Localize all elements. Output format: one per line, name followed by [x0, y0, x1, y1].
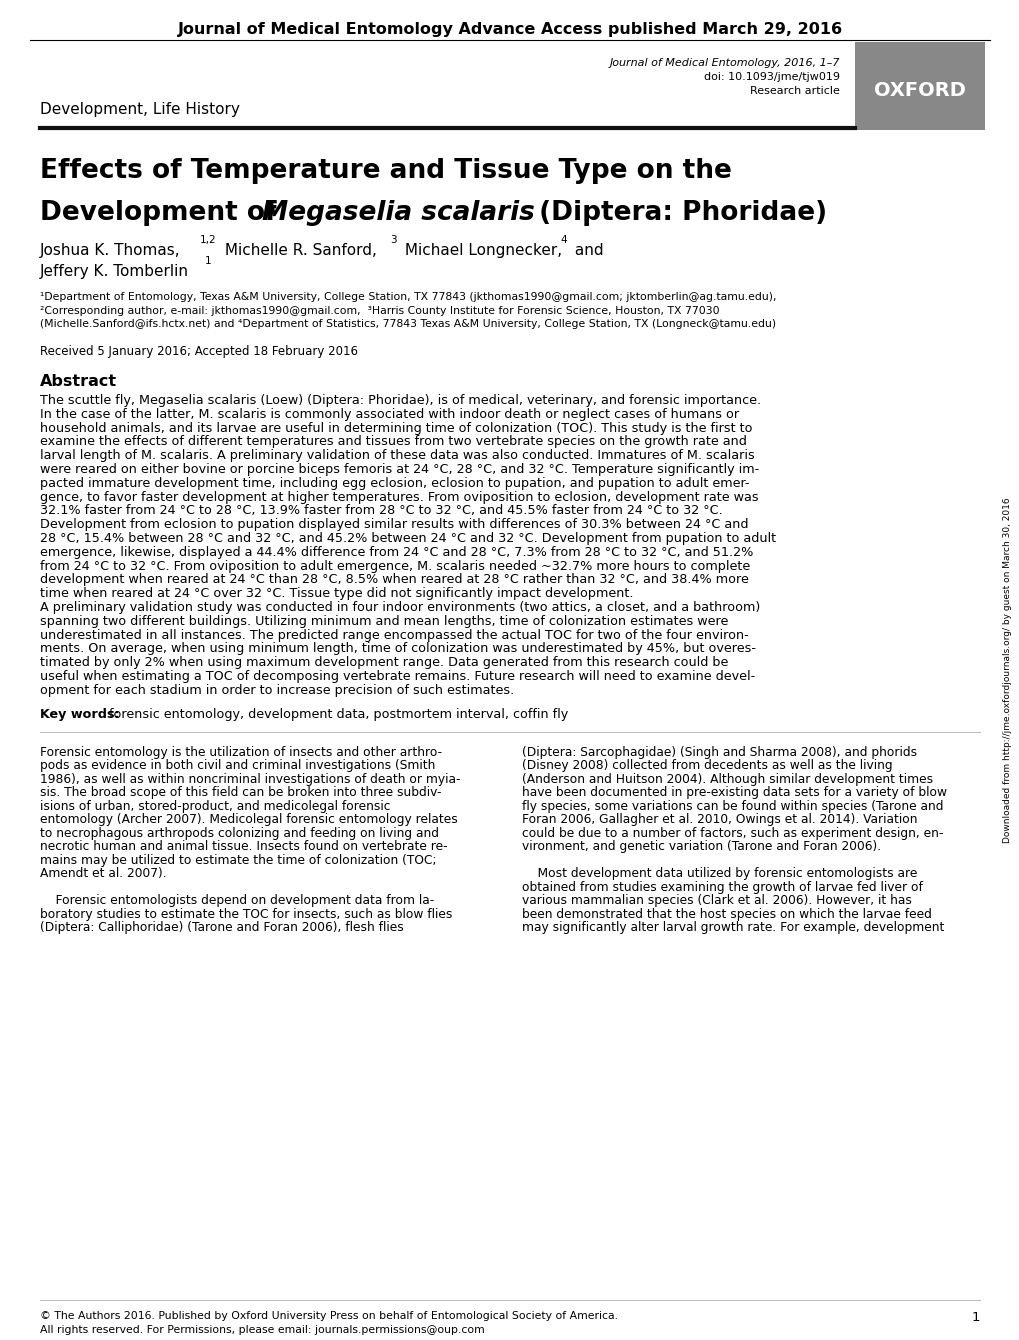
Text: have been documented in pre-existing data sets for a variety of blow: have been documented in pre-existing dat… — [522, 787, 946, 799]
Text: Forensic entomology is the utilization of insects and other arthro-: Forensic entomology is the utilization o… — [40, 745, 441, 758]
Text: All rights reserved. For Permissions, please email: journals.permissions@oup.com: All rights reserved. For Permissions, pl… — [40, 1325, 484, 1335]
Text: Megaselia scalaris: Megaselia scalaris — [262, 200, 534, 226]
Text: Jeffery K. Tomberlin: Jeffery K. Tomberlin — [40, 264, 189, 279]
Text: © The Authors 2016. Published by Oxford University Press on behalf of Entomologi: © The Authors 2016. Published by Oxford … — [40, 1311, 618, 1321]
Text: 3: 3 — [389, 234, 396, 245]
Text: Development of: Development of — [40, 200, 285, 226]
Text: (Diptera: Sarcophagidae) (Singh and Sharma 2008), and phorids: (Diptera: Sarcophagidae) (Singh and Shar… — [522, 745, 916, 758]
Text: doi: 10.1093/jme/tjw019: doi: 10.1093/jme/tjw019 — [703, 72, 840, 82]
Text: spanning two different buildings. Utilizing minimum and mean lengths, time of co: spanning two different buildings. Utiliz… — [40, 615, 728, 628]
Text: 28 °C, 15.4% between 28 °C and 32 °C, and 45.2% between 24 °C and 32 °C. Develop: 28 °C, 15.4% between 28 °C and 32 °C, an… — [40, 532, 775, 545]
Text: 1: 1 — [970, 1311, 979, 1324]
Text: obtained from studies examining the growth of larvae fed liver of: obtained from studies examining the grow… — [522, 880, 922, 894]
Text: Michelle R. Sanford,: Michelle R. Sanford, — [220, 243, 376, 259]
Text: development when reared at 24 °C than 28 °C, 8.5% when reared at 28 °C rather th: development when reared at 24 °C than 28… — [40, 574, 748, 587]
Text: 4: 4 — [559, 234, 567, 245]
Text: (Michelle.Sanford@ifs.hctx.net) and ⁴Department of Statistics, 77843 Texas A&M U: (Michelle.Sanford@ifs.hctx.net) and ⁴Dep… — [40, 319, 775, 330]
Text: Research article: Research article — [749, 86, 840, 96]
Text: and: and — [570, 243, 603, 259]
Text: necrotic human and animal tissue. Insects found on vertebrate re-: necrotic human and animal tissue. Insect… — [40, 840, 447, 854]
Text: vironment, and genetic variation (Tarone and Foran 2006).: vironment, and genetic variation (Tarone… — [522, 840, 880, 854]
Text: forensic entomology, development data, postmortem interval, coffin fly: forensic entomology, development data, p… — [105, 708, 568, 721]
Text: timated by only 2% when using maximum development range. Data generated from thi: timated by only 2% when using maximum de… — [40, 657, 728, 669]
Text: Most development data utilized by forensic entomologists are: Most development data utilized by forens… — [522, 867, 916, 880]
Text: Forensic entomologists depend on development data from la-: Forensic entomologists depend on develop… — [40, 894, 434, 907]
FancyBboxPatch shape — [854, 42, 984, 130]
Text: Received 5 January 2016; Accepted 18 February 2016: Received 5 January 2016; Accepted 18 Feb… — [40, 344, 358, 358]
Text: 1: 1 — [205, 256, 211, 267]
Text: isions of urban, stored-product, and medicolegal forensic: isions of urban, stored-product, and med… — [40, 800, 390, 812]
Text: (Anderson and Huitson 2004). Although similar development times: (Anderson and Huitson 2004). Although si… — [522, 773, 932, 785]
Text: (Disney 2008) collected from decedents as well as the living: (Disney 2008) collected from decedents a… — [522, 758, 892, 772]
Text: ments. On average, when using minimum length, time of colonization was underesti: ments. On average, when using minimum le… — [40, 642, 755, 655]
Text: useful when estimating a TOC of decomposing vertebrate remains. Future research : useful when estimating a TOC of decompos… — [40, 670, 754, 683]
Text: sis. The broad scope of this field can be broken into three subdiv-: sis. The broad scope of this field can b… — [40, 787, 441, 799]
Text: may significantly alter larval growth rate. For example, development: may significantly alter larval growth ra… — [522, 921, 944, 934]
Text: Journal of Medical Entomology Advance Access published March 29, 2016: Journal of Medical Entomology Advance Ac… — [177, 21, 842, 38]
Text: could be due to a number of factors, such as experiment design, en-: could be due to a number of factors, suc… — [522, 827, 943, 840]
Text: to necrophagous arthropods colonizing and feeding on living and: to necrophagous arthropods colonizing an… — [40, 827, 438, 840]
Text: Development from eclosion to pupation displayed similar results with differences: Development from eclosion to pupation di… — [40, 519, 748, 531]
Text: Foran 2006, Gallagher et al. 2010, Owings et al. 2014). Variation: Foran 2006, Gallagher et al. 2010, Owing… — [522, 813, 917, 825]
Text: underestimated in all instances. The predicted range encompassed the actual TOC : underestimated in all instances. The pre… — [40, 628, 748, 642]
Text: Joshua K. Thomas,: Joshua K. Thomas, — [40, 243, 180, 259]
Text: pacted immature development time, including egg eclosion, eclosion to pupation, : pacted immature development time, includ… — [40, 477, 749, 490]
Text: examine the effects of different temperatures and tissues from two vertebrate sp: examine the effects of different tempera… — [40, 436, 746, 449]
Text: 1,2: 1,2 — [200, 234, 216, 245]
Text: household animals, and its larvae are useful in determining time of colonization: household animals, and its larvae are us… — [40, 422, 752, 434]
Text: Downloaded from http://jme.oxfordjournals.org/ by guest on March 30, 2016: Downloaded from http://jme.oxfordjournal… — [1003, 497, 1012, 843]
Text: (Diptera: Phoridae): (Diptera: Phoridae) — [530, 200, 826, 226]
Text: boratory studies to estimate the TOC for insects, such as blow flies: boratory studies to estimate the TOC for… — [40, 907, 452, 921]
Text: OXFORD: OXFORD — [873, 82, 965, 100]
Text: ¹Department of Entomology, Texas A&M University, College Station, TX 77843 (jkth: ¹Department of Entomology, Texas A&M Uni… — [40, 292, 775, 302]
Text: The scuttle fly, Megaselia scalaris (Loew) (Diptera: Phoridae), is of medical, v: The scuttle fly, Megaselia scalaris (Loe… — [40, 394, 760, 407]
Text: larval length of M. scalaris. A preliminary validation of these data was also co: larval length of M. scalaris. A prelimin… — [40, 449, 754, 462]
Text: Effects of Temperature and Tissue Type on the: Effects of Temperature and Tissue Type o… — [40, 158, 732, 184]
Text: (Diptera: Calliphoridae) (Tarone and Foran 2006), flesh flies: (Diptera: Calliphoridae) (Tarone and For… — [40, 921, 404, 934]
Text: Journal of Medical Entomology, 2016, 1–7: Journal of Medical Entomology, 2016, 1–7 — [609, 58, 840, 68]
Text: Michael Longnecker,: Michael Longnecker, — [399, 243, 561, 259]
Text: 1986), as well as within noncriminal investigations of death or myia-: 1986), as well as within noncriminal inv… — [40, 773, 460, 785]
Text: ²Corresponding author, e-mail: jkthomas1990@gmail.com,  ³Harris County Institute: ²Corresponding author, e-mail: jkthomas1… — [40, 306, 719, 315]
Text: Development, Life History: Development, Life History — [40, 102, 239, 117]
Text: pods as evidence in both civil and criminal investigations (Smith: pods as evidence in both civil and crimi… — [40, 758, 435, 772]
Text: mains may be utilized to estimate the time of colonization (TOC;: mains may be utilized to estimate the ti… — [40, 854, 436, 867]
Text: emergence, likewise, displayed a 44.4% difference from 24 °C and 28 °C, 7.3% fro: emergence, likewise, displayed a 44.4% d… — [40, 545, 753, 559]
Text: time when reared at 24 °C over 32 °C. Tissue type did not significantly impact d: time when reared at 24 °C over 32 °C. Ti… — [40, 587, 633, 600]
Text: A preliminary validation study was conducted in four indoor environments (two at: A preliminary validation study was condu… — [40, 602, 759, 614]
Text: Key words:: Key words: — [40, 708, 119, 721]
Text: various mammalian species (Clark et al. 2006). However, it has: various mammalian species (Clark et al. … — [522, 894, 911, 907]
Text: from 24 °C to 32 °C. From oviposition to adult emergence, M. scalaris needed ~32: from 24 °C to 32 °C. From oviposition to… — [40, 560, 750, 572]
Text: fly species, some variations can be found within species (Tarone and: fly species, some variations can be foun… — [522, 800, 943, 812]
Text: Amendt et al. 2007).: Amendt et al. 2007). — [40, 867, 166, 880]
Text: entomology (Archer 2007). Medicolegal forensic entomology relates: entomology (Archer 2007). Medicolegal fo… — [40, 813, 458, 825]
Text: gence, to favor faster development at higher temperatures. From oviposition to e: gence, to favor faster development at hi… — [40, 490, 758, 504]
Text: were reared on either bovine or porcine biceps femoris at 24 °C, 28 °C, and 32 °: were reared on either bovine or porcine … — [40, 464, 758, 476]
Text: In the case of the latter, M. scalaris is commonly associated with indoor death : In the case of the latter, M. scalaris i… — [40, 407, 739, 421]
Text: been demonstrated that the host species on which the larvae feed: been demonstrated that the host species … — [522, 907, 931, 921]
Text: 32.1% faster from 24 °C to 28 °C, 13.9% faster from 28 °C to 32 °C, and 45.5% fa: 32.1% faster from 24 °C to 28 °C, 13.9% … — [40, 504, 722, 517]
Text: Abstract: Abstract — [40, 374, 117, 389]
Text: opment for each stadium in order to increase precision of such estimates.: opment for each stadium in order to incr… — [40, 683, 514, 697]
